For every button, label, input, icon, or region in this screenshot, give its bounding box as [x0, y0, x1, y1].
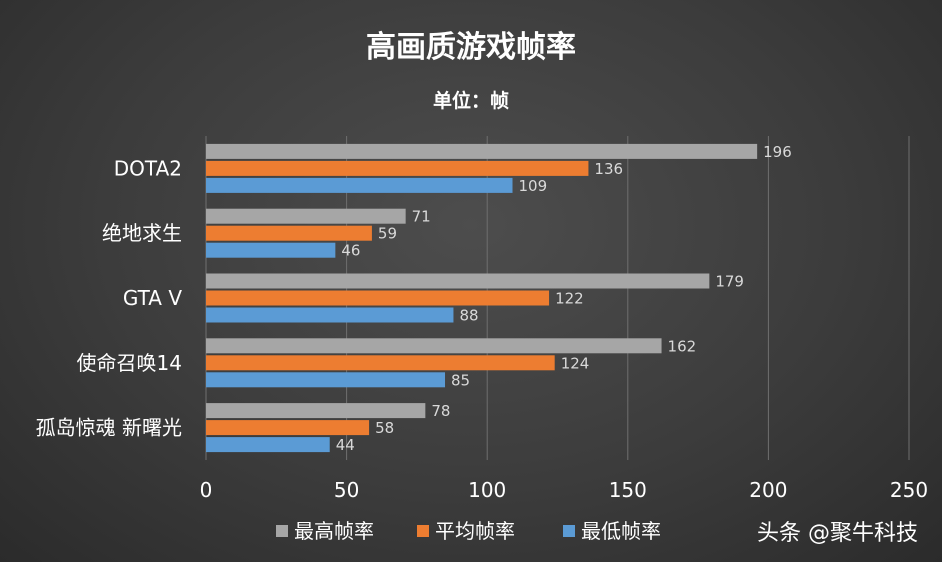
chart-title: 高画质游戏帧率 [366, 30, 576, 65]
data-label: 44 [336, 436, 355, 454]
data-label: 59 [378, 225, 397, 243]
category-labels: DOTA2 绝地求生 GTA V 使命召唤14 孤岛惊魂 新曙光 [36, 156, 183, 439]
watermark: 头条 @聚牛科技 [757, 521, 918, 546]
legend-swatch [563, 525, 575, 537]
bar [206, 355, 555, 371]
bar [206, 208, 406, 224]
x-tick-label: 150 [609, 478, 647, 502]
data-label: 124 [561, 354, 590, 372]
legend-label: 最低帧率 [581, 519, 661, 543]
data-label: 122 [555, 290, 584, 308]
chart-subtitle: 单位：帧 [433, 89, 509, 112]
legend-swatch [276, 525, 288, 537]
data-label: 196 [763, 143, 792, 161]
data-label: 58 [375, 419, 394, 437]
data-label: 162 [668, 337, 697, 355]
category-label: DOTA2 [114, 156, 182, 180]
data-label: 46 [341, 242, 360, 260]
data-label: 85 [451, 371, 470, 389]
bar [206, 420, 370, 436]
legend: 最高帧率 平均帧率 最低帧率 [276, 519, 661, 543]
bar [206, 160, 589, 176]
bar [206, 338, 662, 354]
x-tick-label: 50 [334, 478, 359, 502]
legend-swatch [417, 525, 429, 537]
category-label: 绝地求生 [102, 221, 182, 245]
bar [206, 403, 426, 419]
bar [206, 177, 513, 193]
data-label: 136 [594, 160, 623, 178]
data-label: 88 [459, 307, 478, 325]
x-tick-label: 0 [200, 478, 213, 502]
data-label: 78 [431, 402, 450, 420]
legend-label: 平均帧率 [435, 519, 515, 543]
data-label: 179 [715, 273, 744, 291]
data-label: 109 [519, 177, 548, 195]
category-label: GTA V [123, 286, 182, 310]
x-tick-label: 200 [749, 478, 787, 502]
bar [206, 372, 446, 388]
bar [206, 437, 330, 453]
bar [206, 273, 710, 289]
category-label: 孤岛惊魂 新曙光 [36, 416, 182, 440]
legend-label: 最高帧率 [294, 519, 374, 543]
category-label: 使命召唤14 [77, 351, 182, 375]
bar [206, 290, 550, 306]
bar [206, 242, 336, 258]
bar [206, 307, 454, 323]
data-label: 71 [412, 208, 431, 226]
x-tick-label: 250 [890, 478, 928, 502]
x-tick-label: 100 [468, 478, 506, 502]
x-tick-labels: 0 50 100 150 200 250 [200, 478, 928, 502]
bar [206, 143, 758, 159]
bar [206, 225, 372, 241]
